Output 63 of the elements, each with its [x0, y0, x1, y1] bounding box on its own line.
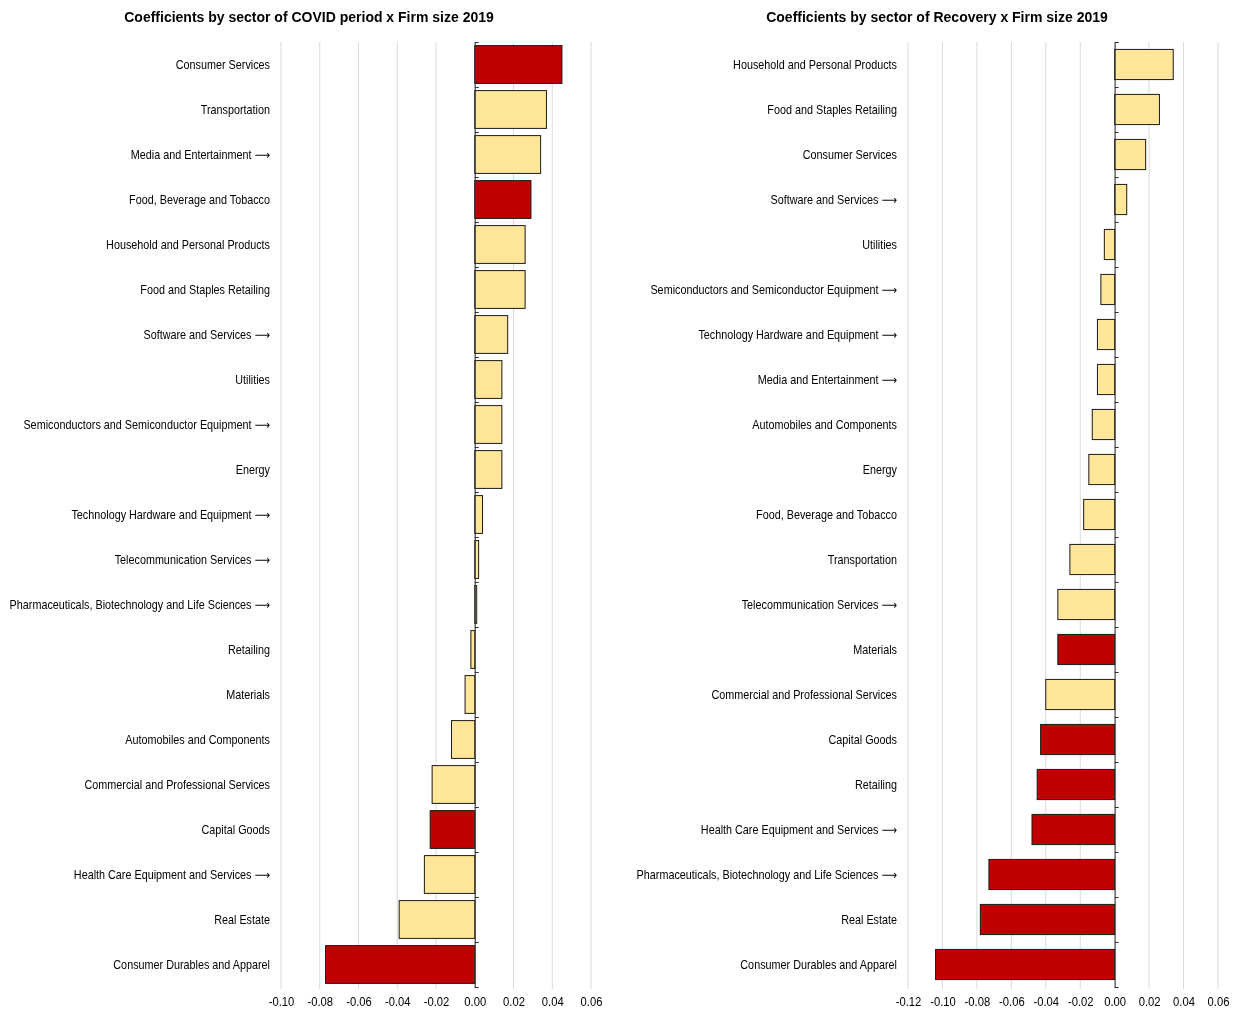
y-tick-label: Real Estate: [841, 911, 897, 926]
x-tick-label: 0.02: [503, 994, 525, 1010]
y-tick-label: Media and Entertainment ⟶: [757, 371, 898, 386]
x-tick-label: -0.10: [268, 994, 295, 1010]
y-tick-label: Retailing: [227, 641, 270, 656]
y-tick-label: Commercial and Professional Services: [84, 776, 271, 791]
x-tick-label: -0.08: [307, 994, 334, 1010]
y-tick-label: Materials: [226, 686, 271, 701]
x-tick-label: -0.10: [930, 994, 957, 1010]
y-tick-label: Health Care Equipment and Services ⟶: [73, 866, 271, 881]
y-tick-label: Real Estate: [214, 911, 270, 926]
y-tick-label: Media and Entertainment ⟶: [130, 146, 271, 161]
x-tick-label: -0.08: [964, 994, 991, 1010]
x-tick-label: -0.06: [346, 994, 373, 1010]
y-tick-label: Pharmaceuticals, Biotechnology and Life Sciences ⟶: [636, 866, 898, 881]
y-tick-label: Semiconductors and Semiconductor Equipment ⟶: [650, 281, 898, 296]
y-tick-label: Consumer Services: [802, 146, 898, 161]
y-tick-label: Software and Services ⟶: [143, 326, 271, 341]
y-tick-label: Food, Beverage and Tobacco: [756, 506, 897, 521]
y-tick-label: Consumer Durables and Apparel: [740, 956, 897, 971]
x-tick-label: 0.06: [1207, 994, 1230, 1010]
x-tick-label: 0.02: [1138, 994, 1161, 1010]
y-tick-label: Energy: [862, 461, 898, 476]
y-tick-label: Transportation: [827, 551, 897, 566]
x-tick-label: -0.04: [384, 994, 411, 1010]
y-tick-label: Materials: [853, 641, 898, 656]
y-tick-label: Semiconductors and Semiconductor Equipment ⟶: [23, 416, 271, 431]
chart-title: Coefficients by sector of COVID period x Firm size 2019: [124, 9, 494, 25]
y-tick-label: Household and Personal Products: [106, 236, 271, 251]
y-tick-label: Energy: [235, 461, 271, 476]
y-tick-label: Food, Beverage and Tobacco: [129, 191, 270, 206]
y-tick-label: Household and Personal Products: [733, 56, 898, 71]
y-tick-label: Transportation: [200, 101, 270, 116]
y-tick-label: Automobiles and Components: [752, 416, 898, 431]
y-tick-label: Utilities: [235, 371, 271, 386]
y-tick-label: Consumer Services: [175, 56, 271, 71]
x-tick-label: 0.04: [1173, 994, 1196, 1010]
y-tick-label: Retailing: [854, 776, 897, 791]
x-tick-label: -0.02: [1067, 994, 1094, 1010]
y-tick-label: Health Care Equipment and Services ⟶: [700, 821, 898, 836]
x-tick-label: -0.04: [1033, 994, 1060, 1010]
y-tick-label: Technology Hardware and Equipment ⟶: [71, 506, 271, 521]
chart-title: Coefficients by sector of Recovery x Firm size 2019: [766, 9, 1108, 25]
y-tick-label: Food and Staples Retailing: [140, 281, 270, 296]
y-tick-label: Food and Staples Retailing: [767, 101, 897, 116]
y-tick-label: Consumer Durables and Apparel: [113, 956, 270, 971]
x-tick-label: 0.00: [464, 994, 487, 1010]
y-tick-label: Telecommunication Services ⟶: [741, 596, 898, 611]
x-tick-label: -0.12: [895, 994, 922, 1010]
y-tick-label: Automobiles and Components: [125, 731, 271, 746]
y-tick-label: Commercial and Professional Services: [711, 686, 898, 701]
y-tick-label: Software and Services ⟶: [770, 191, 898, 206]
y-tick-label: Capital Goods: [828, 731, 898, 746]
x-tick-label: 0.00: [1104, 994, 1127, 1010]
x-tick-label: 0.04: [541, 994, 565, 1010]
x-tick-label: -0.02: [423, 994, 450, 1010]
x-tick-label: 0.06: [580, 994, 603, 1010]
y-tick-label: Utilities: [862, 236, 898, 251]
y-tick-label: Pharmaceuticals, Biotechnology and Life Sciences ⟶: [9, 596, 271, 611]
y-tick-label: Capital Goods: [201, 821, 271, 836]
x-tick-label: -0.06: [999, 994, 1026, 1010]
y-tick-label: Technology Hardware and Equipment ⟶: [698, 326, 898, 341]
y-tick-label: Telecommunication Services ⟶: [114, 551, 271, 566]
